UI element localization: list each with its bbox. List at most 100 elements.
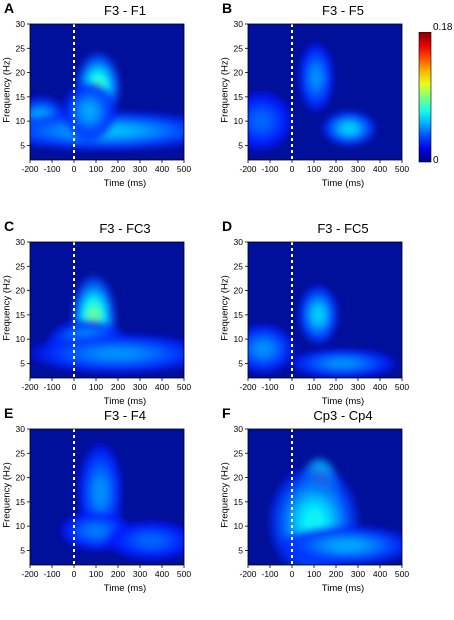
x-tick-label: 100 [307, 164, 321, 174]
plot-frame [29, 23, 185, 161]
x-tick-label: -200 [239, 382, 256, 392]
x-tick-label: 200 [329, 382, 343, 392]
x-tick-label: 500 [395, 164, 409, 174]
x-axis-label: Time (ms) [321, 583, 365, 594]
y-tick-label: 10 [16, 116, 26, 126]
y-tick-label: 25 [234, 43, 244, 53]
x-tick-label: 0 [72, 382, 77, 392]
x-tick-label: 100 [89, 164, 103, 174]
y-tick-label: 5 [20, 140, 25, 150]
x-tick-label: 300 [133, 382, 147, 392]
x-tick-label: 500 [177, 569, 191, 579]
y-tick-label: 10 [234, 521, 244, 531]
heatmap-plot: 5 10 15 20 25 30 -200 -100 0 100 200 300 400 500 [16, 19, 192, 174]
heatmap-plot: 5 10 15 20 25 30 -200 -100 0 100 200 300 400 500 [234, 237, 410, 392]
x-tick-label: 0 [72, 569, 77, 579]
x-tick-label: -200 [21, 164, 38, 174]
x-axis-label: Time (ms) [103, 396, 147, 407]
heatmap-blobs [248, 42, 377, 151]
y-tick-label: 25 [234, 261, 244, 271]
x-tick-label: -100 [261, 382, 278, 392]
x-tick-label: -200 [239, 164, 256, 174]
x-tick-label: -100 [261, 569, 278, 579]
y-tick-label: 20 [234, 68, 244, 78]
y-tick-label: 30 [234, 237, 244, 247]
y-tick-label: 30 [16, 19, 26, 29]
y-tick-label: 5 [238, 358, 243, 368]
y-tick-label: 10 [16, 334, 26, 344]
x-axis-label: Time (ms) [103, 583, 147, 594]
y-tick-label: 15 [16, 497, 26, 507]
power-blob [298, 285, 339, 345]
y-tick-label: 15 [16, 92, 26, 102]
x-tick-label: 400 [155, 569, 169, 579]
heatmap-plot: 5 10 15 20 25 30 -200 -100 0 100 200 300 400 500 [234, 424, 410, 579]
x-tick-label: -100 [261, 164, 278, 174]
x-tick-label: 400 [155, 164, 169, 174]
y-tick-label: 30 [234, 19, 244, 29]
x-tick-label: 0 [290, 569, 295, 579]
plot-frame [247, 241, 403, 379]
y-tick-label: 25 [16, 43, 26, 53]
y-tick-label: 30 [234, 424, 244, 434]
y-tick-label: 15 [16, 310, 26, 320]
x-tick-label: 300 [133, 569, 147, 579]
heatmap-plot: 5 10 15 20 25 30 -200 -100 0 100 200 300 400 500 [234, 19, 410, 174]
colorbar-bar [418, 32, 432, 163]
panel-title: F3 - FC3 [99, 221, 151, 236]
y-tick-label: 25 [16, 448, 26, 458]
y-tick-label: 25 [16, 261, 26, 271]
panel-e: 5 10 15 20 25 30 -200 -100 0 100 200 300 400 500 E F3… [0, 405, 227, 611]
heatmap-blobs [60, 442, 184, 561]
x-tick-label: -200 [239, 569, 256, 579]
heatmap-blobs [30, 52, 184, 151]
heatmap-blobs [248, 285, 397, 378]
y-tick-label: 20 [16, 68, 26, 78]
x-tick-label: 0 [290, 382, 295, 392]
y-tick-label: 20 [234, 286, 244, 296]
y-tick-label: 20 [16, 286, 26, 296]
x-tick-label: 100 [89, 569, 103, 579]
y-axis-label: Frequency (Hz) [219, 275, 231, 341]
plot-frame [29, 428, 185, 566]
panel-letter: A [4, 0, 15, 16]
y-axis-label: Frequency (Hz) [219, 462, 231, 528]
x-tick-label: 300 [351, 164, 365, 174]
heatmap-blobs [269, 457, 402, 565]
panel-title: F3 - F1 [104, 3, 146, 18]
power-blob [248, 324, 295, 374]
power-blob [62, 81, 117, 142]
panel-letter: E [4, 405, 14, 421]
x-tick-label: -200 [21, 382, 38, 392]
x-tick-label: 100 [307, 382, 321, 392]
x-tick-label: 0 [72, 164, 77, 174]
power-blob [106, 520, 184, 561]
colorbar-max-label: 0.18 [433, 22, 453, 33]
panel-letter: D [222, 218, 233, 234]
x-tick-label: 300 [351, 382, 365, 392]
x-tick-label: 200 [329, 164, 343, 174]
x-tick-label: 300 [351, 569, 365, 579]
x-tick-label: 100 [89, 382, 103, 392]
panel-letter: B [222, 0, 233, 16]
colorbar-gradient [418, 32, 432, 163]
panel-letter: C [4, 218, 15, 234]
power-blob [248, 91, 293, 151]
heatmap-blobs [30, 275, 184, 374]
colorbar-min-label: 0 [433, 155, 439, 166]
x-tick-label: 400 [373, 382, 387, 392]
x-axis-label: Time (ms) [321, 396, 365, 407]
panel-f: 5 10 15 20 25 30 -200 -100 0 100 200 300 400 500 F Cp… [218, 405, 445, 611]
y-tick-label: 15 [234, 497, 244, 507]
x-tick-label: 200 [111, 382, 125, 392]
x-tick-label: 200 [111, 164, 125, 174]
x-tick-label: -200 [21, 569, 38, 579]
panel-title: F3 - F4 [104, 408, 146, 423]
y-tick-label: 10 [234, 334, 244, 344]
power-blob [288, 348, 397, 378]
x-tick-label: 200 [329, 569, 343, 579]
x-tick-label: 500 [395, 569, 409, 579]
y-tick-label: 30 [16, 237, 26, 247]
x-tick-label: 400 [155, 382, 169, 392]
x-tick-label: -100 [43, 382, 60, 392]
